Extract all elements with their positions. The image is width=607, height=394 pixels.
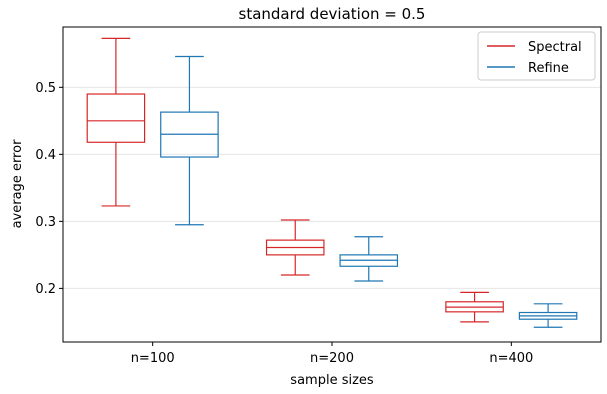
x-axis-label: sample sizes [290,373,374,388]
y-tick-label: 0.4 [35,148,56,163]
x-axis: n=100 n=200 n=400 [131,342,533,366]
box-iqr [86,93,146,143]
x-tick-label: n=200 [310,351,354,366]
legend: Spectral Refine [477,31,596,81]
y-tick-label: 0.5 [35,81,56,96]
legend-label-spectral: Spectral [528,40,582,55]
box-spectral-n=100 [86,37,146,207]
x-tick-label: n=100 [131,351,175,366]
y-axis: 0.2 0.3 0.4 0.5 [35,81,63,297]
legend-frame [477,31,596,81]
y-tick-label: 0.3 [35,215,56,230]
y-axis-label: average error [10,139,25,228]
box-refine-n=200 [339,236,399,282]
legend-label-refine: Refine [528,61,569,76]
y-tick-label: 0.2 [35,282,56,297]
box-refine-n=400 [518,303,578,328]
box-series [86,37,578,328]
box-spectral-n=400 [445,291,504,323]
grid-lines [63,86,601,289]
chart-title: standard deviation = 0.5 [239,5,426,23]
box-spectral-n=200 [265,219,325,276]
box-refine-n=100 [160,55,219,226]
x-tick-label: n=400 [489,351,533,366]
